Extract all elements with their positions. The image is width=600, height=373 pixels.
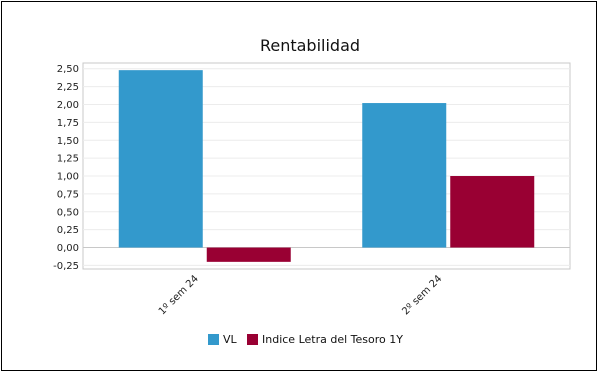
bar-indice-1 [206,247,291,262]
bar-vl-1 [118,70,203,248]
y-tick-label: 2,25 [57,82,79,93]
y-tick-label: 1,75 [57,118,79,129]
bar-vl-2 [362,103,447,248]
bars [118,70,535,262]
y-tick-label: -0,25 [53,261,79,272]
legend-swatch-vl [208,334,219,345]
y-tick-label: 0,25 [57,225,79,236]
bar-indice-2 [450,176,535,248]
y-tick-label: 2,50 [57,64,79,75]
y-tick-label: 0,50 [57,207,79,218]
y-axis: 2,50 2,25 2,00 1,75 1,50 1,25 1,00 0,75 0,50 0,25… [53,64,79,272]
y-tick-label: 2,00 [57,100,79,111]
y-tick-label: 1,00 [57,172,79,183]
legend: VL Indice Letra del Tesoro 1Y [208,333,403,346]
legend-swatch-indice [247,334,258,345]
legend-label-indice: Indice Letra del Tesoro 1Y [262,333,403,346]
legend-label-vl: VL [223,333,238,346]
y-tick-label: 0,75 [57,189,79,200]
chart-title: Rentabilidad [260,36,360,55]
y-tick-label: 1,25 [57,154,79,165]
x-tick-label: 1º sem 24 [157,273,201,317]
x-tick-label: 2º sem 24 [400,273,444,317]
y-tick-label: 0,00 [57,243,79,254]
x-axis: 1º sem 24 2º sem 24 [157,273,445,317]
y-tick-label: 1,50 [57,136,79,147]
